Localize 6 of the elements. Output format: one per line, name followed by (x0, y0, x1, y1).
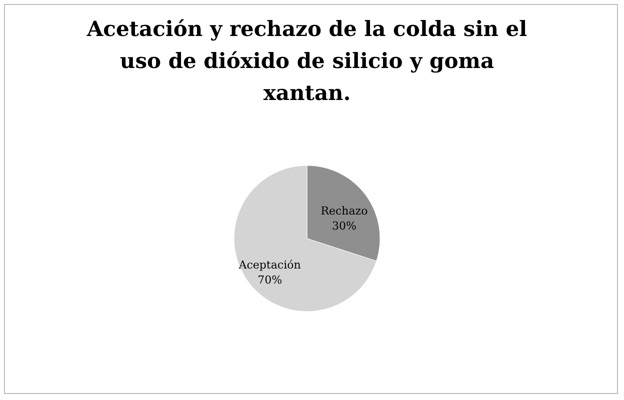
slice-label: Aceptación (238, 258, 301, 272)
data-label: 70% (258, 274, 282, 287)
slice-label: Rechazo (320, 204, 368, 218)
chart-title: Acetación y rechazo de la colda sin el uso de dióxido de silicio y goma xantan. (86, 16, 528, 105)
data-label: 30% (332, 219, 356, 232)
pie-slice (234, 165, 377, 312)
